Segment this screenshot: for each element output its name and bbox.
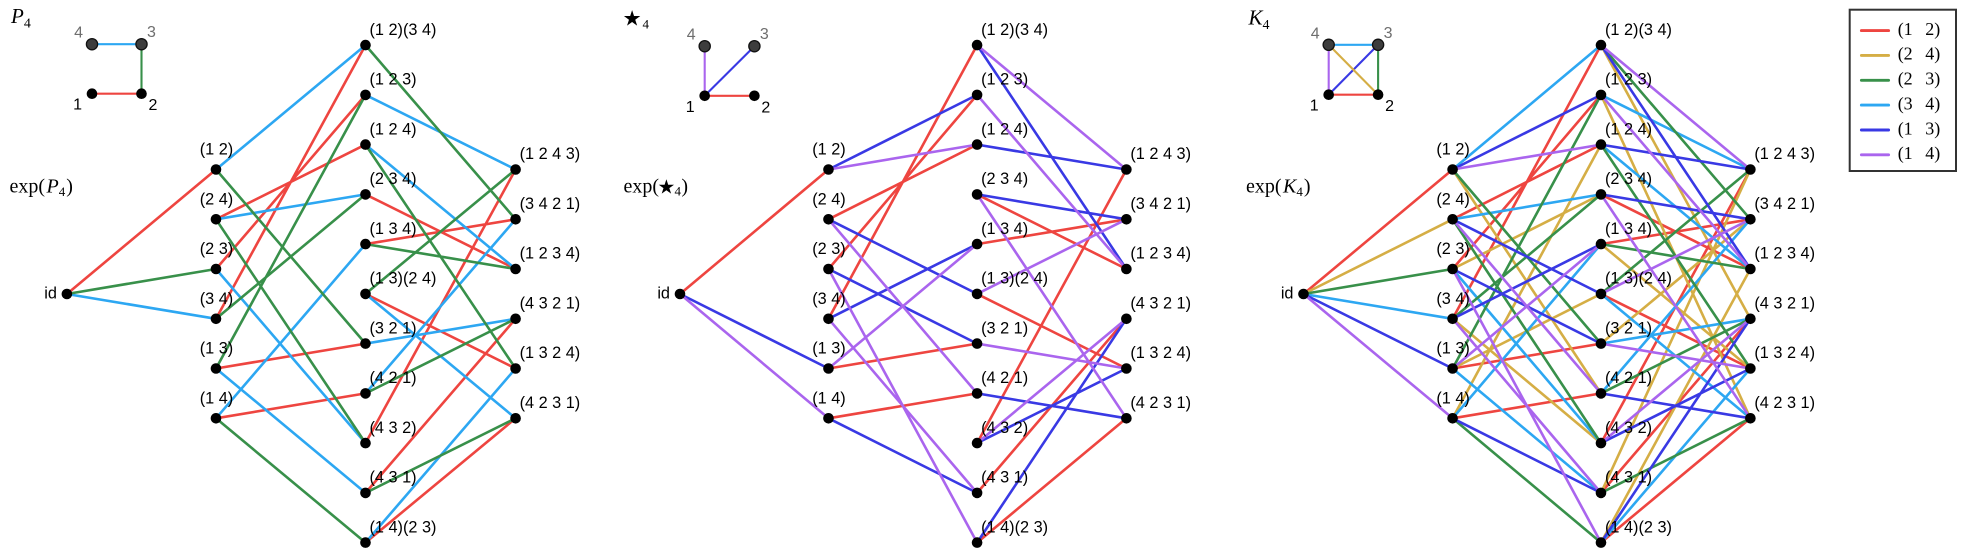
svg-text:(3 2 1): (3 2 1): [370, 319, 417, 337]
svg-text:(1 3)(2 4): (1 3)(2 4): [370, 270, 437, 288]
svg-text:(4 3 2): (4 3 2): [981, 419, 1028, 437]
svg-text:(1 2 4 3): (1 2 4 3): [1130, 145, 1191, 163]
svg-text:(1 2): (1 2): [200, 141, 233, 159]
svg-text:(1 2 4): (1 2 4): [370, 120, 417, 138]
svg-text:(4 2 3 1): (4 2 3 1): [520, 394, 581, 412]
svg-text:id: id: [44, 284, 57, 302]
svg-text:(3 4 2 1): (3 4 2 1): [1130, 195, 1191, 213]
svg-text:(2 3 4): (2 3 4): [1605, 170, 1652, 188]
svg-text:(4 3 1): (4 3 1): [370, 469, 417, 487]
svg-text:(2 4): (2 4): [1436, 190, 1469, 208]
svg-text:(3 2 1): (3 2 1): [1605, 319, 1652, 337]
svg-text:2: 2: [1385, 98, 1394, 115]
svg-text:(1 3)(2 4): (1 3)(2 4): [1605, 270, 1672, 288]
svg-text:(3 2 1): (3 2 1): [981, 319, 1028, 337]
svg-text:exp(K4): exp(K4): [1246, 175, 1311, 199]
svg-text:(2 3): (2 3): [200, 240, 233, 258]
svg-text:(4 3 2 1): (4 3 2 1): [1130, 295, 1191, 313]
svg-text:2: 2: [149, 97, 158, 114]
svg-text:(1 2): (1 2): [812, 141, 845, 159]
svg-text:(2 4): (2 4): [200, 190, 233, 208]
svg-text:(4 3 2): (4 3 2): [1605, 419, 1652, 437]
svg-text:(1 3 2 4): (1 3 2 4): [1754, 344, 1815, 362]
svg-text:(1 2)(3 4): (1 2)(3 4): [1605, 21, 1672, 39]
svg-text:): ): [681, 175, 688, 197]
svg-text:(1 4)(2 3): (1 4)(2 3): [1605, 518, 1672, 536]
svg-text:1: 1: [686, 99, 695, 116]
svg-text:(1 4): (1 4): [1436, 389, 1469, 407]
svg-text:(4 3 2): (4 3 2): [370, 419, 417, 437]
svg-text:4: 4: [74, 25, 83, 42]
svg-text:(1 3): (1 3): [200, 340, 233, 358]
svg-text:4: 4: [1311, 25, 1320, 42]
svg-text:(1 4)(2 3): (1 4)(2 3): [370, 518, 437, 536]
svg-text:1: 1: [1310, 98, 1319, 115]
svg-text:exp(P4): exp(P4): [10, 175, 73, 199]
svg-text:(1 3): (1 3): [812, 340, 845, 358]
svg-text:3: 3: [1384, 25, 1393, 42]
svg-text:(2 3 4): (2 3 4): [370, 170, 417, 188]
svg-text:(1 4): (1 4): [200, 389, 233, 407]
svg-text:(2 3 4): (2 3 4): [981, 170, 1028, 188]
svg-text:(1 2 3): (1 2 3): [370, 71, 417, 89]
svg-text:(3 4 2 1): (3 4 2 1): [520, 195, 581, 213]
svg-text:1: 1: [73, 97, 82, 114]
svg-text:4: 4: [687, 27, 696, 44]
svg-text:(3 4): (3 4): [1436, 290, 1469, 308]
svg-text:(1 2 3): (1 2 3): [981, 71, 1028, 89]
svg-text:(4 3 2 1): (4 3 2 1): [1754, 295, 1815, 313]
svg-text:(1 2 4 3): (1 2 4 3): [520, 145, 581, 163]
svg-text:(1 3 2 4): (1 3 2 4): [520, 344, 581, 362]
svg-text:(1 2)(3 4): (1 2)(3 4): [370, 21, 437, 39]
svg-text:4: 4: [643, 17, 650, 32]
svg-text:(4 2 1): (4 2 1): [981, 369, 1028, 387]
svg-text:4: 4: [675, 184, 682, 199]
svg-text:(3 4): (3 4): [200, 290, 233, 308]
svg-text:(1 2)(3 4): (1 2)(3 4): [981, 21, 1048, 39]
svg-text:(1 4): (1 4): [812, 389, 845, 407]
svg-text:(4 3 2 1): (4 3 2 1): [520, 295, 581, 313]
svg-text:(1 2 4 3): (1 2 4 3): [1754, 145, 1815, 163]
svg-text:(1 4)(2 3): (1 4)(2 3): [981, 518, 1048, 536]
svg-text:(2 3): (2 3): [1436, 240, 1469, 258]
svg-text:2: 2: [761, 99, 770, 116]
svg-text:(4 2 3 1): (4 2 3 1): [1130, 394, 1191, 412]
svg-text:(1 2 3 4): (1 2 3 4): [520, 245, 581, 263]
svg-text:(4 2 1): (4 2 1): [370, 369, 417, 387]
svg-text:id: id: [657, 284, 670, 302]
svg-text:(2 4): (2 4): [812, 190, 845, 208]
svg-text:(4 2 3 1): (4 2 3 1): [1754, 394, 1815, 412]
svg-text:(1 2 3 4): (1 2 3 4): [1130, 245, 1191, 263]
svg-text:(1 3 4): (1 3 4): [1605, 220, 1652, 238]
svg-text:exp(: exp(: [624, 175, 660, 197]
svg-text:(1 2 3): (1 2 3): [1605, 71, 1652, 89]
svg-text:(1 3 4): (1 3 4): [981, 220, 1028, 238]
svg-text:3: 3: [147, 24, 156, 41]
svg-text:(1 2): (1 2): [1436, 141, 1469, 159]
svg-text:(1 3 4): (1 3 4): [370, 220, 417, 238]
svg-text:(3 4): (3 4): [812, 290, 845, 308]
svg-text:(1 3)(2 4): (1 3)(2 4): [981, 270, 1048, 288]
svg-text:(1 2 4): (1 2 4): [1605, 120, 1652, 138]
svg-text:(1 2 4): (1 2 4): [981, 120, 1028, 138]
svg-text:(4 2 1): (4 2 1): [1605, 369, 1652, 387]
svg-text:(1 3): (1 3): [1436, 340, 1469, 358]
svg-text:(2 3): (2 3): [812, 240, 845, 258]
svg-text:(3 4 2 1): (3 4 2 1): [1754, 195, 1815, 213]
svg-text:id: id: [1281, 284, 1294, 302]
svg-text:(1 2 3 4): (1 2 3 4): [1754, 245, 1815, 263]
svg-text:3: 3: [760, 26, 769, 43]
svg-text:(4 3 1): (4 3 1): [1605, 469, 1652, 487]
svg-text:(4 3 1): (4 3 1): [981, 469, 1028, 487]
svg-text:(1 3 2 4): (1 3 2 4): [1130, 344, 1191, 362]
